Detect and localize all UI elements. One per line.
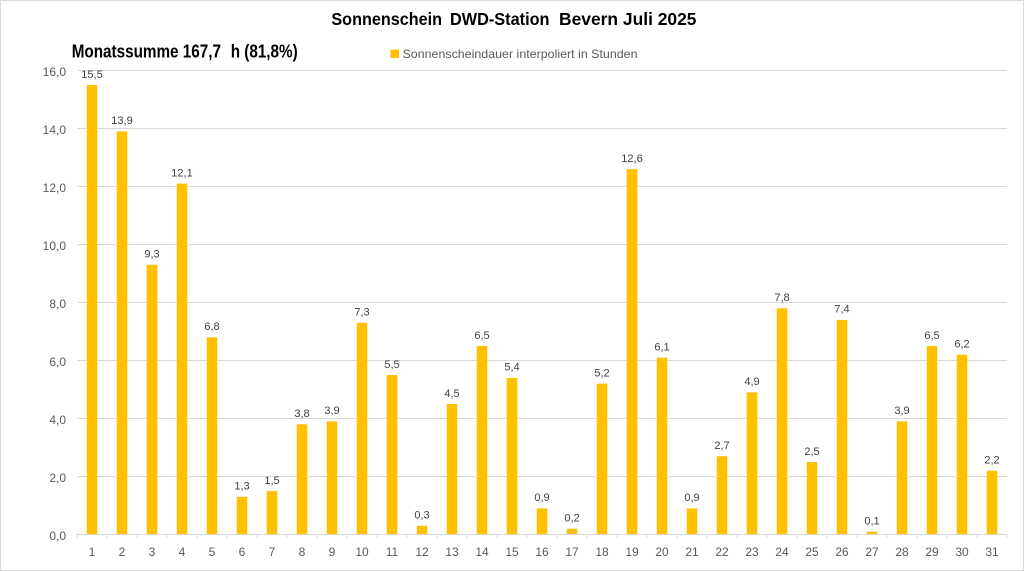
svg-text:10,0: 10,0	[43, 239, 67, 253]
svg-text:6,0: 6,0	[49, 355, 66, 369]
svg-text:25: 25	[805, 545, 819, 559]
svg-text:15: 15	[505, 545, 519, 559]
svg-text:Monatssumme 167,7: Monatssumme 167,7	[72, 41, 221, 61]
svg-text:7,8: 7,8	[774, 292, 789, 304]
svg-text:7,4: 7,4	[834, 304, 849, 316]
svg-text:6,8: 6,8	[204, 321, 219, 333]
svg-text:Bevern Juli 2025: Bevern Juli 2025	[559, 9, 697, 29]
svg-text:20: 20	[655, 545, 669, 559]
svg-text:4: 4	[179, 545, 186, 559]
svg-text:13,9: 13,9	[111, 115, 132, 127]
svg-text:15,5: 15,5	[81, 69, 102, 81]
svg-text:Sonnenschein: Sonnenschein	[331, 9, 442, 29]
svg-text:3,9: 3,9	[894, 405, 909, 417]
svg-text:22: 22	[715, 545, 729, 559]
svg-text:2: 2	[119, 545, 126, 559]
svg-text:DWD-Station: DWD-Station	[450, 9, 550, 29]
svg-text:Sonnenscheindauer interpoliert: Sonnenscheindauer interpoliert in Stunde…	[403, 47, 638, 61]
svg-text:0,9: 0,9	[534, 492, 549, 504]
svg-text:0,1: 0,1	[864, 515, 879, 527]
svg-text:16: 16	[535, 545, 549, 559]
svg-text:19: 19	[625, 545, 639, 559]
svg-text:29: 29	[925, 545, 939, 559]
svg-text:5,4: 5,4	[504, 362, 519, 374]
svg-text:5: 5	[209, 545, 216, 559]
svg-text:13: 13	[445, 545, 459, 559]
svg-text:1,3: 1,3	[234, 481, 249, 493]
svg-text:30: 30	[955, 545, 969, 559]
svg-text:7,3: 7,3	[354, 307, 369, 319]
svg-text:2,2: 2,2	[984, 455, 999, 467]
svg-text:26: 26	[835, 545, 849, 559]
svg-text:27: 27	[865, 545, 879, 559]
svg-text:31: 31	[985, 545, 999, 559]
svg-text:7: 7	[269, 545, 276, 559]
svg-text:17: 17	[565, 545, 579, 559]
svg-text:0,9: 0,9	[684, 492, 699, 504]
svg-text:6,5: 6,5	[474, 330, 489, 342]
svg-text:0,3: 0,3	[414, 510, 429, 522]
svg-text:0,0: 0,0	[49, 529, 66, 543]
svg-text:24: 24	[775, 545, 789, 559]
svg-text:8,0: 8,0	[49, 297, 66, 311]
svg-text:3,8: 3,8	[294, 408, 309, 420]
svg-text:16,0: 16,0	[43, 65, 67, 79]
svg-text:23: 23	[745, 545, 759, 559]
svg-text:10: 10	[355, 545, 369, 559]
svg-text:3,9: 3,9	[324, 405, 339, 417]
svg-text:5,2: 5,2	[594, 368, 609, 380]
svg-text:1,5: 1,5	[264, 475, 279, 487]
svg-text:0,2: 0,2	[564, 513, 579, 525]
svg-text:28: 28	[895, 545, 909, 559]
svg-text:9,3: 9,3	[144, 249, 159, 261]
svg-text:2,5: 2,5	[804, 446, 819, 458]
svg-text:4,0: 4,0	[49, 413, 66, 427]
svg-text:2,7: 2,7	[714, 440, 729, 452]
svg-text:11: 11	[386, 545, 399, 559]
svg-text:2,0: 2,0	[49, 471, 66, 485]
svg-text:4,9: 4,9	[744, 376, 759, 388]
svg-text:h (81,8%): h (81,8%)	[231, 41, 298, 61]
svg-text:18: 18	[595, 545, 609, 559]
svg-text:21: 21	[685, 545, 699, 559]
svg-text:3: 3	[149, 545, 156, 559]
svg-text:12,1: 12,1	[171, 167, 192, 179]
svg-text:1: 1	[89, 545, 96, 559]
svg-text:14: 14	[475, 545, 489, 559]
svg-text:12,6: 12,6	[621, 153, 642, 165]
svg-text:6: 6	[239, 545, 246, 559]
svg-text:6,2: 6,2	[954, 339, 969, 351]
svg-text:12,0: 12,0	[43, 181, 67, 195]
svg-text:5,5: 5,5	[384, 359, 399, 371]
svg-text:9: 9	[329, 545, 336, 559]
svg-text:8: 8	[299, 545, 306, 559]
svg-text:14,0: 14,0	[43, 123, 67, 137]
svg-text:6,5: 6,5	[924, 330, 939, 342]
svg-text:4,5: 4,5	[444, 388, 459, 400]
svg-text:6,1: 6,1	[654, 341, 669, 353]
svg-text:12: 12	[415, 545, 429, 559]
